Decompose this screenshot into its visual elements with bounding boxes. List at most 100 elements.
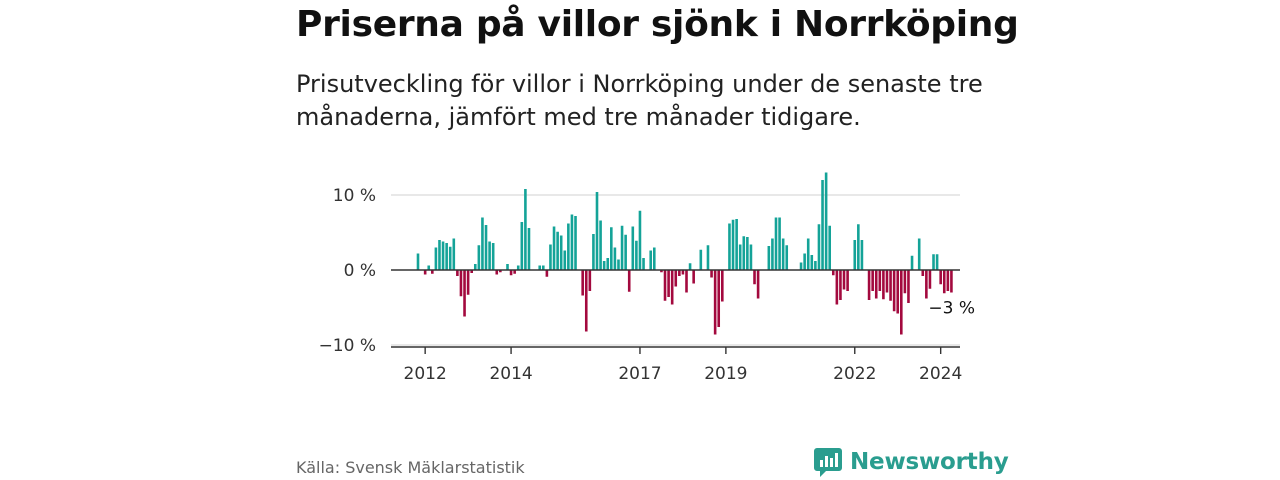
bar xyxy=(423,270,427,275)
bar xyxy=(932,254,935,270)
bar xyxy=(950,270,953,293)
bar xyxy=(867,270,871,300)
bar xyxy=(509,270,513,276)
bar xyxy=(513,270,516,274)
bar xyxy=(484,225,488,270)
bar xyxy=(438,240,441,270)
newsworthy-logo-icon xyxy=(814,448,842,477)
bar xyxy=(828,225,831,270)
y-tick-label: 10 % xyxy=(333,186,376,206)
bar xyxy=(667,270,670,297)
bar xyxy=(456,270,459,276)
bar xyxy=(495,270,499,275)
x-tick-label: 2024 xyxy=(919,364,962,384)
bar xyxy=(441,241,445,270)
x-tick-label: 2017 xyxy=(618,364,661,384)
bar xyxy=(692,270,695,284)
y-tick-label: 0 % xyxy=(344,261,376,281)
bar xyxy=(735,219,738,270)
bar xyxy=(749,244,753,270)
bar xyxy=(896,270,900,314)
bar xyxy=(459,270,463,297)
bar xyxy=(642,258,645,270)
bar xyxy=(606,258,610,270)
bar xyxy=(731,219,735,270)
bar xyxy=(559,235,563,270)
bar xyxy=(728,223,731,270)
bar xyxy=(717,270,721,327)
x-tick-label: 2022 xyxy=(833,364,876,384)
bar xyxy=(831,270,835,276)
bar xyxy=(452,238,456,270)
bar xyxy=(663,270,667,301)
bar xyxy=(738,244,742,270)
bar xyxy=(817,224,821,270)
bar xyxy=(434,247,438,270)
bar xyxy=(617,259,620,270)
bar xyxy=(527,228,531,270)
bar xyxy=(631,226,635,270)
bar xyxy=(871,270,874,291)
bar xyxy=(853,240,857,270)
last-value-label: −3 % xyxy=(928,299,975,319)
bar xyxy=(491,243,495,270)
bar xyxy=(610,227,613,270)
bar xyxy=(674,270,678,287)
bar xyxy=(574,216,577,270)
bar xyxy=(778,217,781,270)
bar xyxy=(477,245,481,270)
bar xyxy=(581,270,584,296)
bar xyxy=(799,262,803,270)
bar xyxy=(713,270,717,335)
bars xyxy=(416,172,953,335)
bar xyxy=(814,261,817,270)
bar xyxy=(925,270,928,299)
bar xyxy=(473,264,477,270)
bar xyxy=(721,270,724,302)
x-tick-label: 2012 xyxy=(404,364,447,384)
bar xyxy=(835,270,839,305)
bar xyxy=(746,237,749,270)
chart-subtitle: Prisutveckling för villor i Norrköping u… xyxy=(296,70,983,131)
bar xyxy=(774,217,778,270)
source-note: Källa: Svensk Mäklarstatistik xyxy=(296,458,525,477)
bar xyxy=(921,270,925,276)
bar xyxy=(445,243,448,270)
bar xyxy=(545,270,549,277)
bar xyxy=(588,270,592,291)
bar xyxy=(516,265,520,270)
bar xyxy=(928,270,932,289)
bar xyxy=(466,270,470,295)
bar xyxy=(946,270,950,291)
bar xyxy=(742,236,746,270)
bar xyxy=(592,234,595,270)
bar xyxy=(470,270,473,273)
x-tick-label: 2019 xyxy=(704,364,747,384)
bar xyxy=(613,247,617,270)
bar xyxy=(771,238,774,270)
bar xyxy=(488,241,491,270)
bar xyxy=(857,224,860,270)
bar xyxy=(878,270,882,291)
bar xyxy=(889,270,892,301)
bar xyxy=(567,223,570,270)
bar xyxy=(427,265,431,270)
bar xyxy=(463,270,466,317)
bar xyxy=(785,245,789,270)
bar xyxy=(681,270,685,275)
bar xyxy=(538,265,542,270)
bar xyxy=(917,238,921,270)
bar xyxy=(599,220,602,270)
bar xyxy=(570,214,574,270)
chart-title: Priserna på villor sjönk i Norrköping xyxy=(296,4,1019,45)
bar xyxy=(649,250,652,270)
x-tick-label: 2014 xyxy=(489,364,532,384)
bar xyxy=(756,270,760,299)
bar xyxy=(416,253,420,270)
bar xyxy=(520,222,524,270)
bar xyxy=(699,249,703,270)
bar xyxy=(839,270,842,300)
bar xyxy=(821,180,824,270)
bar xyxy=(903,270,907,294)
axes: 10 % 0 % −10 % 2012 2014 2017 2019 2022 2024 −3 % xyxy=(319,186,975,384)
